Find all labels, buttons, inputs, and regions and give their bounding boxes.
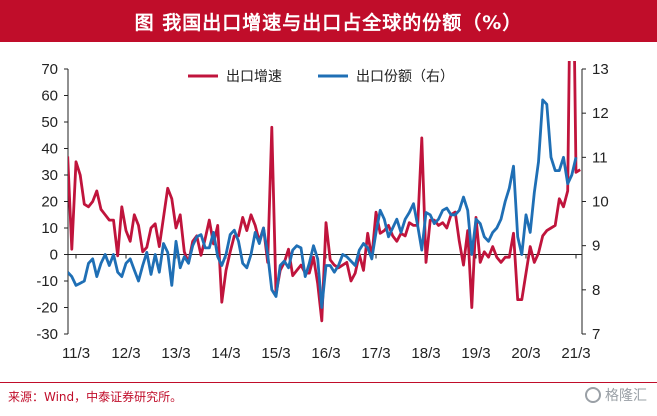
left-tick-label: 40 xyxy=(41,141,58,158)
x-tick-label: 12/3 xyxy=(111,345,140,362)
right-tick-label: 9 xyxy=(592,238,600,255)
chart-title-bar: 图 我国出口增速与出口占全球的份额（%） xyxy=(0,0,657,42)
right-tick-label: 8 xyxy=(592,282,600,299)
right-tick-label: 10 xyxy=(592,194,609,211)
x-tick-label: 21/3 xyxy=(561,345,590,362)
watermark-logo-icon xyxy=(585,387,601,403)
series-line-export-growth xyxy=(68,61,581,323)
watermark: 格隆汇 xyxy=(585,385,647,405)
left-tick-label: 60 xyxy=(41,88,58,105)
chart-title: 图 我国出口增速与出口占全球的份额（%） xyxy=(134,11,523,34)
left-tick-label: 0 xyxy=(50,247,58,264)
right-tick-label: 13 xyxy=(592,61,609,78)
watermark-text: 格隆汇 xyxy=(605,388,647,404)
line-chart: -30 -20 -10 0 10 20 30 40 50 60 70 7 8 9 10 11 12 13 11/3 1… xyxy=(36,61,609,362)
left-tick-label: -20 xyxy=(36,300,58,317)
axes: -30 -20 -10 0 10 20 30 40 50 60 70 7 8 9 10 11 12 13 11/3 1… xyxy=(36,61,608,362)
right-tick-label: 11 xyxy=(592,149,608,166)
x-tick-label: 18/3 xyxy=(411,345,440,362)
left-tick-label: 70 xyxy=(41,61,58,78)
x-tick-label: 17/3 xyxy=(361,345,390,362)
legend-label-2: 出口份额（右） xyxy=(356,69,454,85)
legend-label-1: 出口增速 xyxy=(226,69,282,85)
source-note: 来源：Wind，中泰证券研究所。 xyxy=(8,390,183,404)
x-tick-label: 11/3 xyxy=(62,345,90,362)
x-tick-label: 13/3 xyxy=(161,345,190,362)
x-tick-label: 20/3 xyxy=(511,345,540,362)
left-tick-label: 10 xyxy=(41,220,58,237)
x-tick-label: 16/3 xyxy=(311,345,340,362)
left-tick-label: -10 xyxy=(36,273,58,290)
legend: 出口增速 出口份额（右） xyxy=(188,69,454,85)
source-divider xyxy=(0,382,657,383)
series-layer xyxy=(68,61,581,323)
right-tick-label: 12 xyxy=(592,105,609,122)
left-tick-label: 50 xyxy=(41,114,58,131)
series-line-export-share xyxy=(68,98,578,309)
left-tick-label: 30 xyxy=(41,167,58,184)
right-tick-label: 7 xyxy=(592,326,600,343)
left-tick-label: 20 xyxy=(41,194,58,211)
x-tick-label: 14/3 xyxy=(211,345,240,362)
left-tick-label: -30 xyxy=(36,326,58,343)
x-tick-label: 15/3 xyxy=(261,345,290,362)
x-tick-label: 19/3 xyxy=(461,345,490,362)
